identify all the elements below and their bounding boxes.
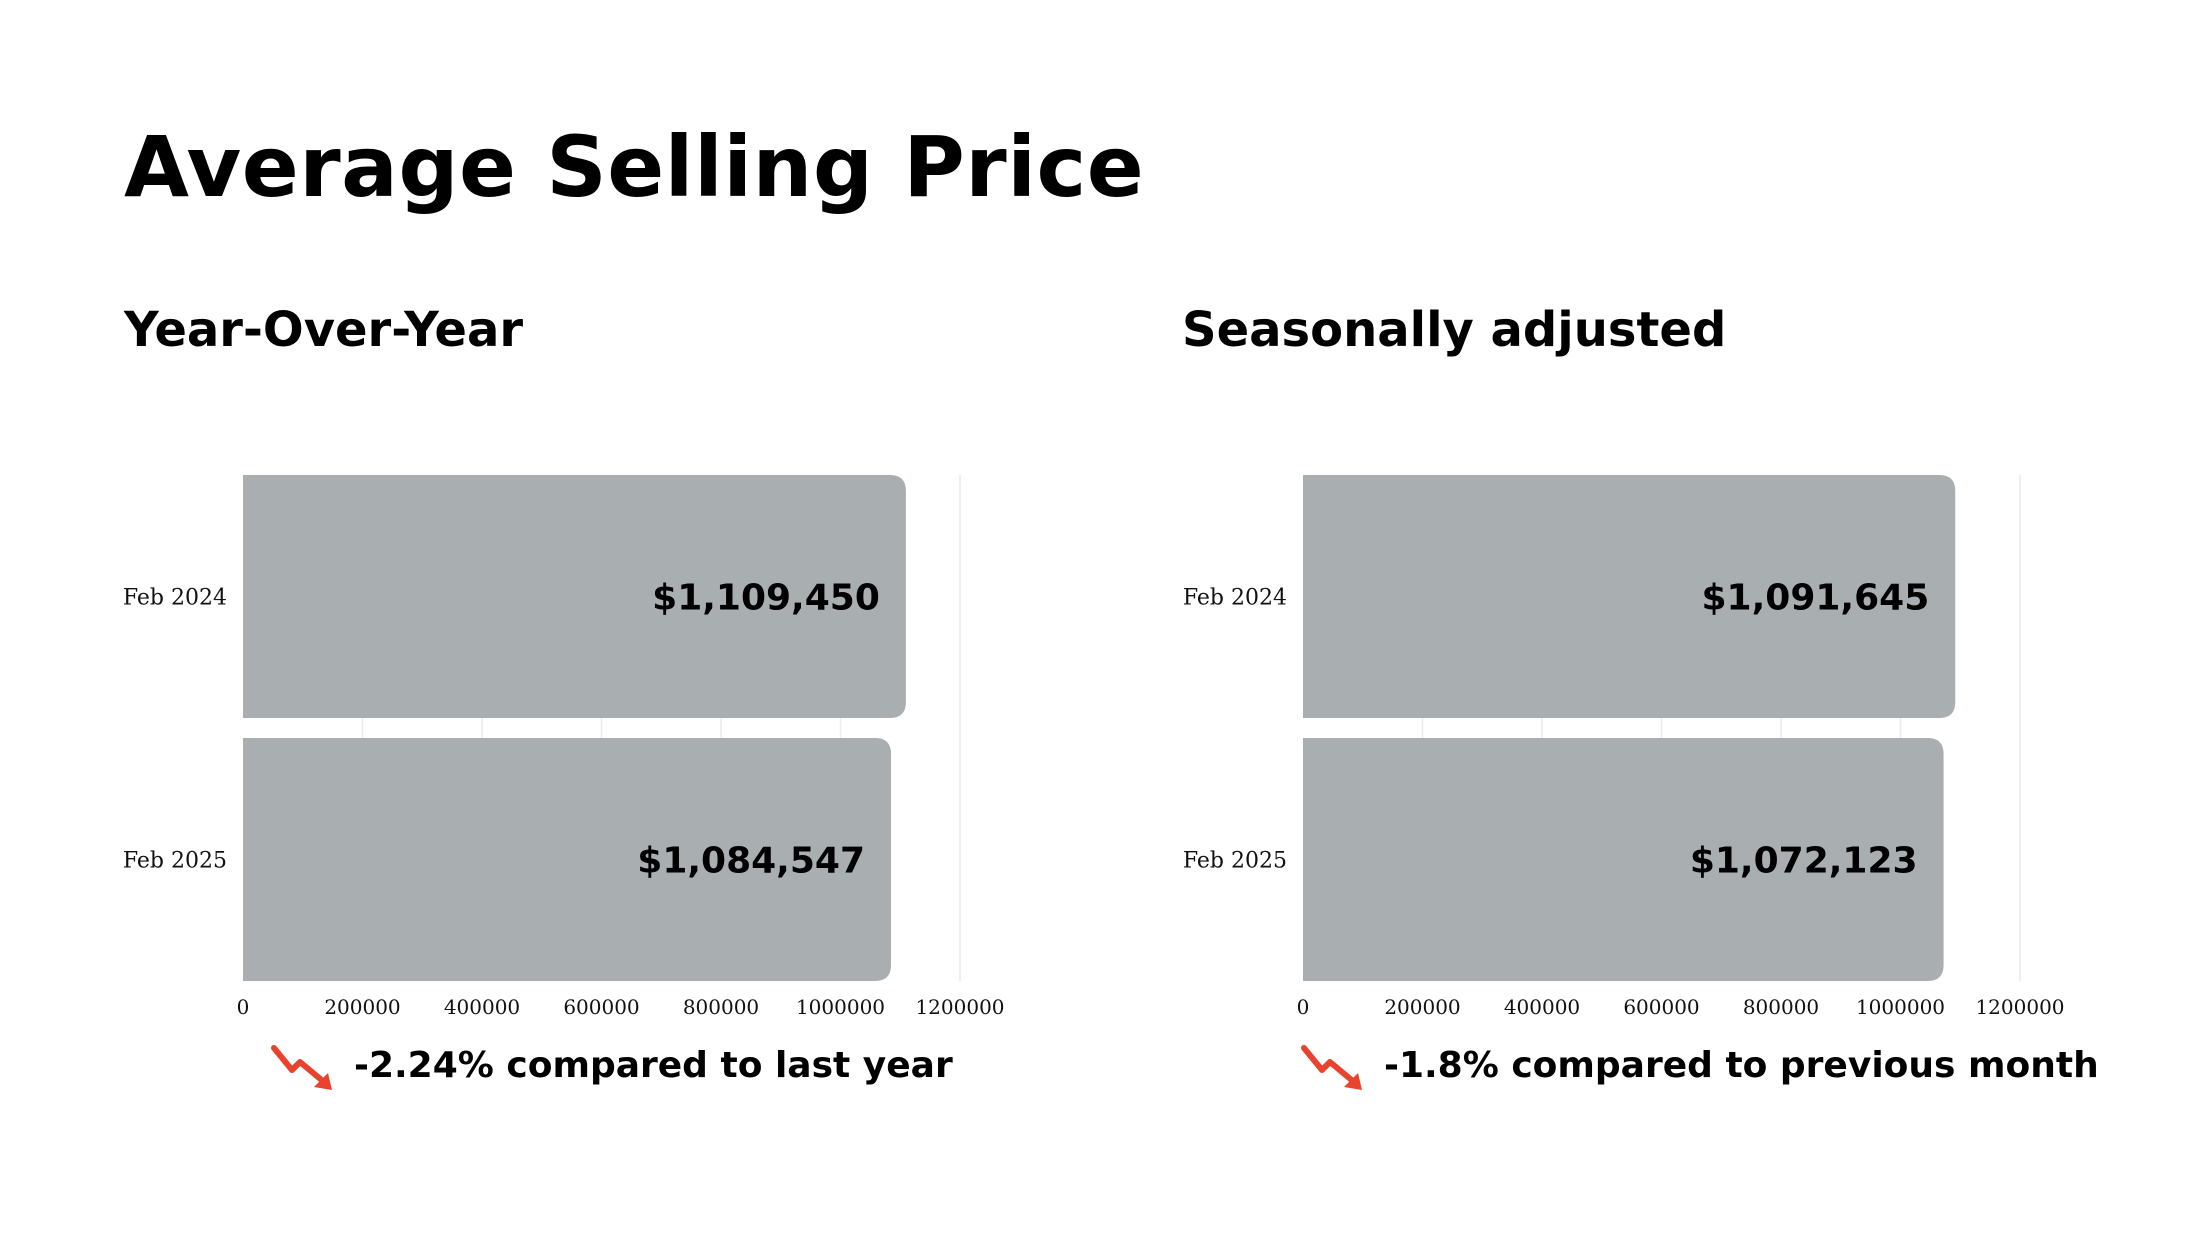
category-label: Feb 2025: [123, 849, 227, 874]
x-tick-label: 600000: [1623, 995, 1699, 1019]
chart-year-over-year: 0 200000 400000 600000 800000 1000000 1200000 $…: [123, 475, 1005, 1019]
category-label: Feb 2024: [123, 586, 227, 611]
caption-seasonally-adjusted: -1.8% compared to previous month: [1300, 1040, 2099, 1090]
x-tick-label: 400000: [444, 995, 520, 1019]
data-label: $1,072,123: [1690, 841, 1918, 882]
trend-down-arrow-icon: [271, 1045, 332, 1090]
category-label: Feb 2024: [1183, 586, 1287, 611]
x-tick-label: 1200000: [915, 995, 1004, 1019]
category-label: Feb 2025: [1183, 849, 1287, 874]
chart-seasonally-adjusted: 0 200000 400000 600000 800000 1000000 1200000 $…: [1183, 475, 2065, 1019]
panel-title-seasonally-adjusted: Seasonally adjusted: [1182, 302, 1727, 358]
bar-feb-2024: [243, 475, 906, 718]
data-label: $1,084,547: [637, 841, 865, 882]
bar-feb-2024: [1303, 475, 1956, 718]
x-tick-label: 1200000: [1975, 995, 2064, 1019]
x-tick-label: 1000000: [796, 995, 885, 1019]
x-tick-label: 800000: [1743, 995, 1819, 1019]
x-tick-label: 0: [237, 995, 250, 1019]
panel-title-year-over-year: Year-Over-Year: [124, 302, 524, 358]
trend-down-arrow-icon: [1301, 1045, 1362, 1090]
caption-text: -1.8% compared to previous month: [1384, 1044, 2099, 1086]
x-tick-label: 800000: [683, 995, 759, 1019]
data-label: $1,109,450: [652, 578, 880, 619]
x-tick-label: 400000: [1504, 995, 1580, 1019]
page-title: Average Selling Price: [124, 118, 1145, 216]
x-tick-label: 200000: [324, 995, 400, 1019]
x-tick-label: 600000: [563, 995, 639, 1019]
bar-feb-2025: [243, 738, 892, 981]
x-tick-label: 200000: [1384, 995, 1460, 1019]
bar-feb-2025: [1303, 738, 1944, 981]
caption-year-over-year: -2.24% compared to last year: [270, 1040, 953, 1090]
caption-text: -2.24% compared to last year: [354, 1044, 953, 1086]
x-tick-label: 1000000: [1856, 995, 1945, 1019]
data-label: $1,091,645: [1702, 578, 1930, 619]
x-tick-label: 0: [1297, 995, 1310, 1019]
